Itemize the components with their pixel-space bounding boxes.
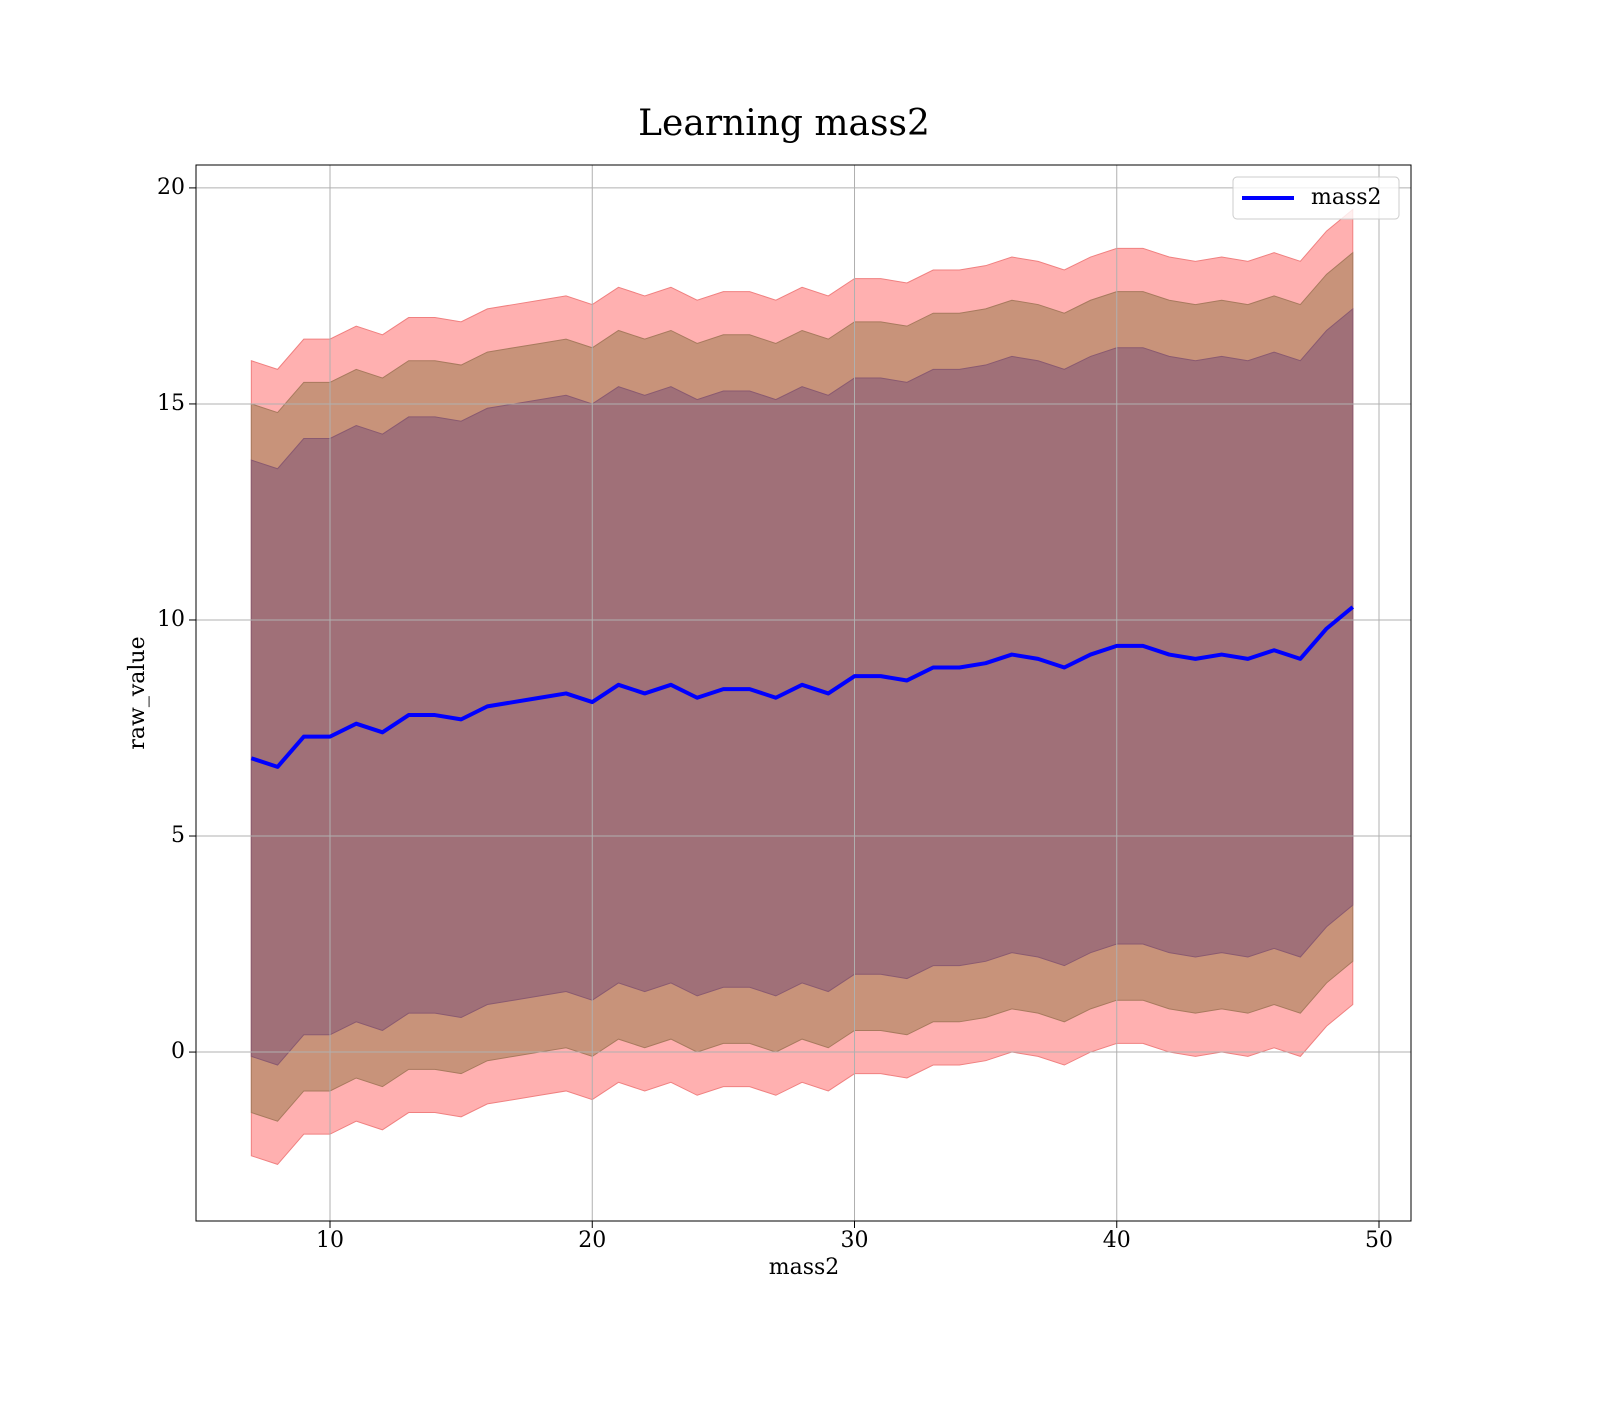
legend-box [1232, 176, 1400, 220]
line [250, 605, 1355, 769]
y-axis-label: raw_value [125, 636, 150, 749]
x-tick-label: 20 [578, 1228, 606, 1253]
x-axis-label: mass2 [769, 1255, 840, 1280]
y-tick-label: 0 [171, 1039, 185, 1064]
y-tick-label: 5 [171, 823, 185, 848]
y-tick-label: 15 [157, 391, 185, 416]
y-tick-label: 20 [157, 175, 185, 200]
chart-title: Learning mass2 [638, 103, 930, 144]
x-tick-label: 40 [1103, 1228, 1131, 1253]
plot-frame [195, 164, 1412, 1222]
x-tick-label: 10 [316, 1228, 344, 1253]
x-tick-label: 30 [841, 1228, 869, 1253]
legend-label: mass2 [1311, 185, 1382, 210]
y-tick-label: 10 [157, 607, 185, 632]
x-tick-label: 50 [1365, 1228, 1393, 1253]
